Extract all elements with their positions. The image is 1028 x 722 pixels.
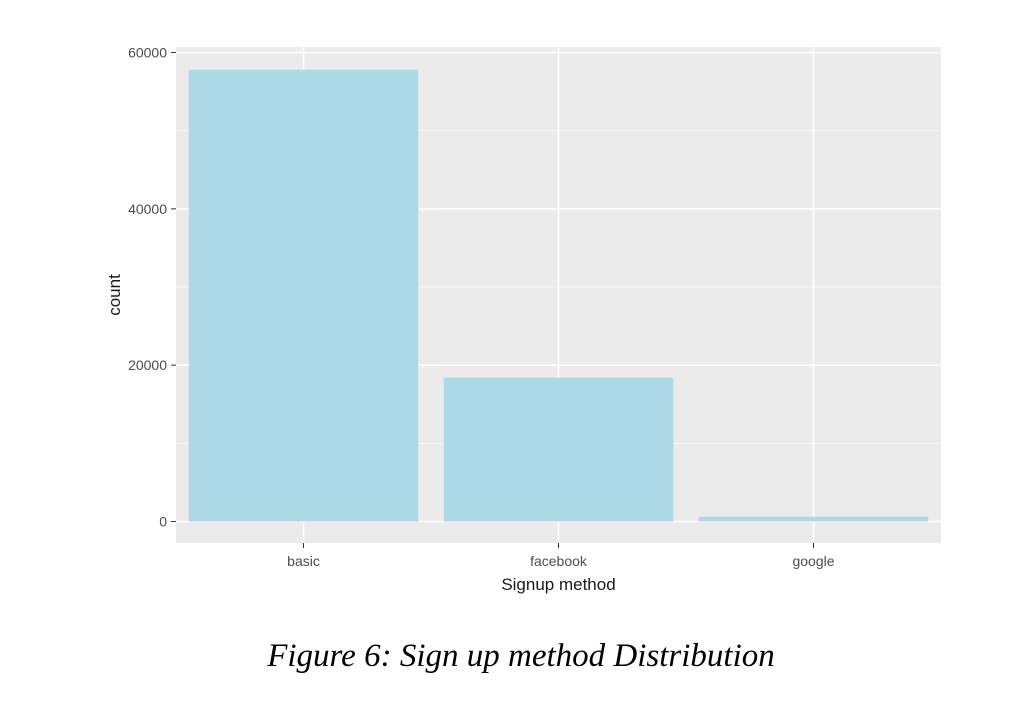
y-tick-label: 40000 [128, 201, 167, 217]
bar-chart: 0 20000 40000 60000 basic facebook google Sig… [105, 45, 941, 594]
x-axis: basic facebook google [287, 543, 835, 569]
bar-google [698, 516, 929, 522]
y-axis: 0 20000 40000 60000 [128, 45, 176, 530]
bars [188, 69, 929, 522]
figure-caption: Figure 6: Sign up method Distribution [267, 638, 775, 674]
x-tick-label: facebook [530, 553, 588, 569]
y-tick-label: 60000 [128, 45, 167, 61]
x-axis-title: Signup method [501, 575, 615, 594]
y-tick-label: 20000 [128, 357, 167, 373]
bar-basic [188, 69, 419, 522]
x-tick-label: google [792, 553, 834, 569]
bar-facebook [443, 377, 674, 522]
x-tick-label: basic [287, 553, 320, 569]
y-tick-label: 0 [159, 514, 167, 530]
y-axis-title: count [105, 274, 124, 316]
